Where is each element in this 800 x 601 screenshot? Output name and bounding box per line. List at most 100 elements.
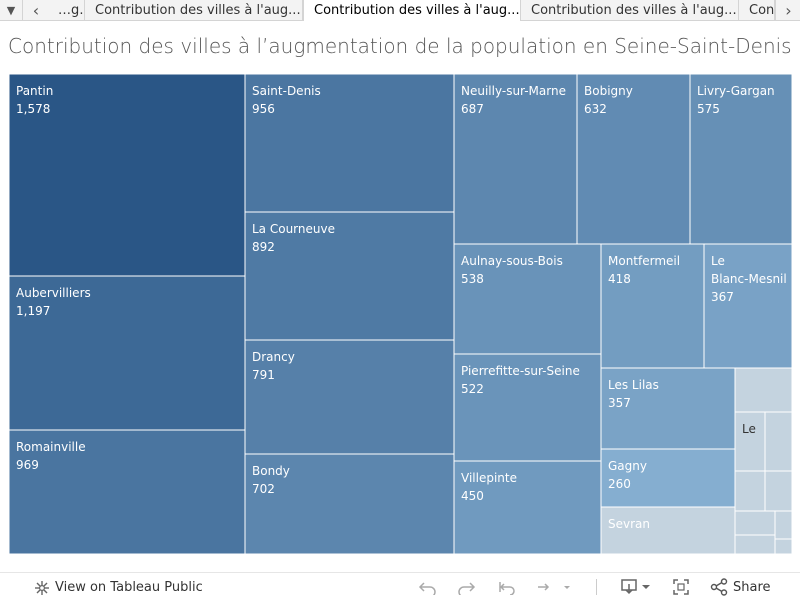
sheet-tab-bar: ▼ ‹ …g… Contribution des villes à l'aug.…: [0, 0, 800, 21]
redo-icon[interactable]: [456, 579, 476, 595]
refresh-dropdown-icon[interactable]: [534, 579, 570, 595]
tab-next-icon[interactable]: ›: [775, 0, 800, 20]
treemap-value: 450: [461, 489, 484, 503]
treemap-cell-livry-gargan[interactable]: Livry-Gargan 575: [689, 73, 793, 245]
treemap-value: 687: [461, 102, 484, 116]
treemap-cell-villepinte[interactable]: Villepinte 450: [453, 460, 602, 555]
tableau-toolbar: View on Tableau Public Share: [0, 572, 800, 601]
treemap-rect[interactable]: [703, 243, 793, 369]
treemap-rect[interactable]: [600, 367, 736, 450]
treemap-value: 367: [711, 290, 734, 304]
treemap-rect[interactable]: [453, 73, 578, 245]
treemap-rect[interactable]: [453, 460, 602, 555]
treemap-cell-sevran[interactable]: Sevran: [600, 506, 736, 555]
treemap-rect-small[interactable]: [734, 367, 793, 413]
treemap-cell-drancy[interactable]: Drancy 791: [244, 339, 455, 455]
tab-menu-icon[interactable]: ▼: [6, 3, 16, 17]
treemap-rect-small[interactable]: [734, 510, 776, 536]
treemap-label: Neuilly-sur-Marne: [461, 84, 566, 98]
treemap-value: 892: [252, 240, 275, 254]
treemap-value: 260: [608, 477, 631, 491]
treemap-rect[interactable]: [576, 73, 691, 245]
treemap-cell-neuilly-sur-marne[interactable]: Neuilly-sur-Marne 687: [453, 73, 578, 245]
treemap-label: Les Lilas: [608, 378, 659, 392]
treemap-cell-le-blanc-mesnil[interactable]: Le Blanc-Mesnil 367: [703, 243, 793, 369]
treemap-value: 956: [252, 102, 275, 116]
tab-sheet-5[interactable]: Con: [739, 0, 775, 20]
treemap-label: Blanc-Mesnil: [711, 272, 787, 286]
treemap-cell-bobigny[interactable]: Bobigny 632: [576, 73, 691, 245]
treemap-cell-gagny[interactable]: Gagny 260: [600, 448, 736, 508]
treemap-rect[interactable]: [8, 275, 246, 431]
treemap-value: 702: [252, 482, 275, 496]
revert-icon[interactable]: [498, 579, 518, 595]
treemap-value: 357: [608, 396, 631, 410]
treemap-label: Pantin: [16, 84, 53, 98]
treemap-rect[interactable]: [244, 339, 455, 455]
treemap-cell-romainville[interactable]: Romainville 969: [8, 429, 246, 555]
treemap-value: 538: [461, 272, 484, 286]
undo-icon[interactable]: [418, 579, 438, 595]
treemap-cell-pierrefitte-sur-seine[interactable]: Pierrefitte-sur-Seine 522: [453, 353, 602, 462]
treemap-label: Aubervilliers: [16, 286, 91, 300]
treemap-rect[interactable]: [8, 429, 246, 555]
tab-sheet-2[interactable]: Contribution des villes à l'aug...: [85, 0, 303, 20]
treemap-label: Livry-Gargan: [697, 84, 775, 98]
treemap-rect[interactable]: [453, 243, 602, 355]
treemap-value: 791: [252, 368, 275, 382]
treemap-rect[interactable]: [600, 506, 736, 555]
treemap-label: Villepinte: [461, 471, 517, 485]
treemap-label: La Courneuve: [252, 222, 335, 236]
treemap-cell-montfermeil[interactable]: Montfermeil 418: [600, 243, 705, 369]
treemap-cell-bondy[interactable]: Bondy 702: [244, 453, 455, 555]
tab-label: Contribution des villes à l'aug...: [314, 3, 520, 18]
tab-label: Contribution des villes à l'aug...: [95, 2, 301, 18]
treemap-cell-aulnay-sous-bois[interactable]: Aulnay-sous-Bois 538: [453, 243, 602, 355]
treemap-value: 575: [697, 102, 720, 116]
fullscreen-icon[interactable]: [672, 578, 690, 596]
treemap-value: 1,197: [16, 304, 50, 318]
treemap-rect[interactable]: [453, 353, 602, 462]
tab-label: Contribution des villes à l'aug...: [531, 2, 737, 18]
treemap-rect[interactable]: [734, 411, 766, 472]
tab-prev-icon[interactable]: ‹: [22, 0, 49, 20]
treemap-rect-small[interactable]: [774, 538, 793, 555]
treemap-cell-les-lilas[interactable]: Les Lilas 357: [600, 367, 736, 450]
treemap-rect[interactable]: [244, 211, 455, 341]
treemap-value: 1,578: [16, 102, 50, 116]
treemap-cell-la-courneuve[interactable]: La Courneuve 892: [244, 211, 455, 341]
tab-label: …g…: [58, 2, 84, 18]
treemap-rect[interactable]: [600, 243, 705, 369]
share-icon[interactable]: [710, 578, 728, 596]
treemap-rect-small[interactable]: [774, 510, 793, 540]
treemap-value: 418: [608, 272, 631, 286]
treemap-label: Aulnay-sous-Bois: [461, 254, 563, 268]
tab-label: Con: [749, 2, 775, 18]
view-on-tableau-link[interactable]: View on Tableau Public: [55, 580, 203, 595]
treemap-rect[interactable]: [689, 73, 793, 245]
tab-sheet-4[interactable]: Contribution des villes à l'aug...: [521, 0, 739, 20]
tab-sheet-3-active[interactable]: Contribution des villes à l'aug...: [303, 0, 521, 21]
treemap-cell-pantin[interactable]: Pantin 1,578: [8, 73, 246, 277]
treemap-cell-le[interactable]: Le: [734, 411, 766, 472]
treemap-label: Le: [742, 422, 756, 436]
download-icon[interactable]: [620, 578, 652, 596]
share-button[interactable]: Share: [733, 580, 771, 595]
chart-title: Contribution des villes à l’augmentation…: [8, 34, 792, 58]
treemap-rect[interactable]: [244, 453, 455, 555]
treemap-rect-small[interactable]: [734, 534, 776, 555]
treemap-label: Sevran: [608, 517, 650, 531]
treemap-rect[interactable]: [244, 73, 455, 213]
treemap-rect-small[interactable]: [764, 411, 793, 472]
treemap-rect-small[interactable]: [764, 470, 793, 512]
treemap-value: 522: [461, 382, 484, 396]
treemap-rect[interactable]: [600, 448, 736, 508]
tab-sheet-1[interactable]: …g…: [48, 0, 85, 20]
treemap-cell-aubervilliers[interactable]: Aubervilliers 1,197: [8, 275, 246, 431]
treemap-label: Le: [711, 254, 725, 268]
treemap-rect-small[interactable]: [734, 470, 766, 512]
treemap-cell-saint-denis[interactable]: Saint-Denis 956: [244, 73, 455, 213]
treemap-label: Drancy: [252, 350, 295, 364]
treemap-label: Bondy: [252, 464, 290, 478]
